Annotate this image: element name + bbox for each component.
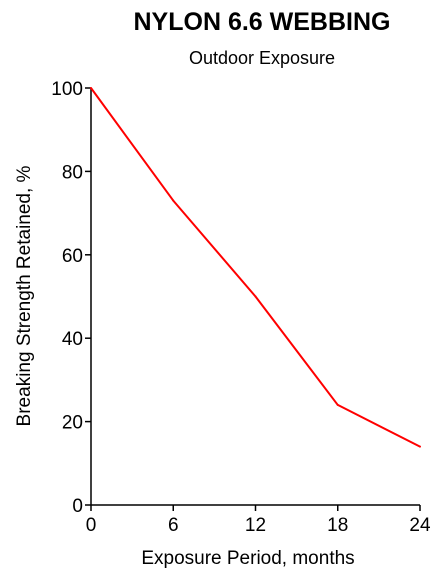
x-axis-label: Exposure Period, months [141, 548, 354, 569]
data-point [172, 199, 175, 202]
data-point [419, 445, 421, 448]
chart-subtitle: Outdoor Exposure [189, 48, 335, 68]
x-tick-label: 12 [245, 515, 266, 536]
data-point [254, 295, 257, 298]
y-tick-label: 60 [62, 246, 83, 267]
x-tick-label: 24 [409, 515, 431, 536]
y-tick-label: 20 [62, 413, 83, 434]
y-ticks: 0 20 40 60 80 100 [51, 79, 91, 517]
chart-title: NYLON 6.6 WEBBING [134, 8, 391, 36]
x-ticks: 0 6 12 18 24 [86, 505, 431, 536]
series-layer [90, 87, 421, 448]
y-axis-label: Breaking Strength Retained, % [14, 165, 35, 426]
x-tick-label: 18 [327, 515, 348, 536]
data-point [90, 87, 92, 89]
series-line [90, 87, 421, 448]
x-tick-label: 6 [168, 515, 179, 536]
x-tick-label: 0 [86, 515, 97, 536]
y-tick-label: 40 [62, 329, 83, 350]
data-point [336, 403, 339, 406]
y-tick-label: 0 [72, 496, 83, 517]
y-tick-label: 100 [51, 79, 83, 100]
y-tick-label: 80 [62, 162, 83, 183]
